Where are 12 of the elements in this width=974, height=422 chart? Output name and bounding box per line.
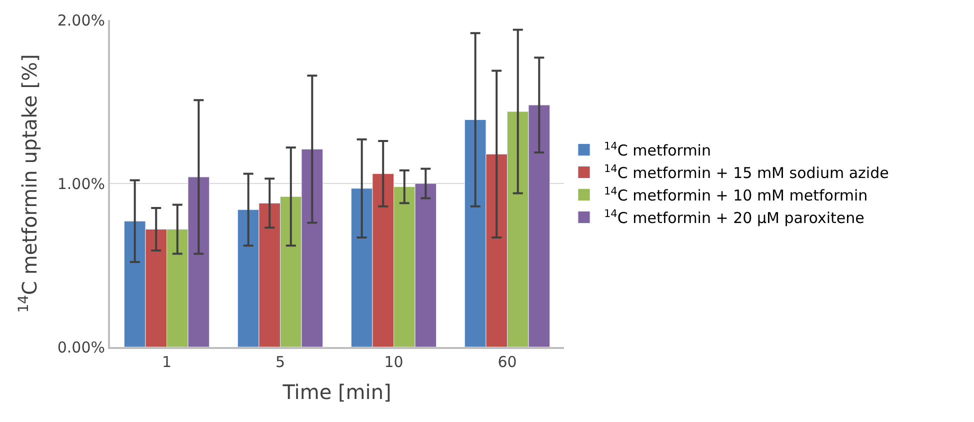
legend-label: $^{14}$C metformin + 15 mM sodium azide	[604, 162, 889, 182]
x-axis-title: Time [min]	[282, 380, 392, 404]
x-tick-label: 5	[275, 353, 286, 371]
x-tick-label: 60	[498, 353, 517, 371]
y-tick-label: 0.00%	[57, 338, 105, 356]
legend-label: $^{14}$C metformin + 10 mM metformin	[604, 185, 868, 205]
y-tick-label: 2.00%	[57, 11, 105, 30]
x-tick-label: 10	[384, 353, 404, 371]
y-tick-label: 1.00%	[57, 174, 105, 193]
legend-label: $^{14}$C metformin	[604, 140, 711, 160]
legend-label: $^{14}$C metformin + 20 µM paroxitene	[604, 208, 864, 228]
x-tick-label: 1	[162, 353, 172, 371]
